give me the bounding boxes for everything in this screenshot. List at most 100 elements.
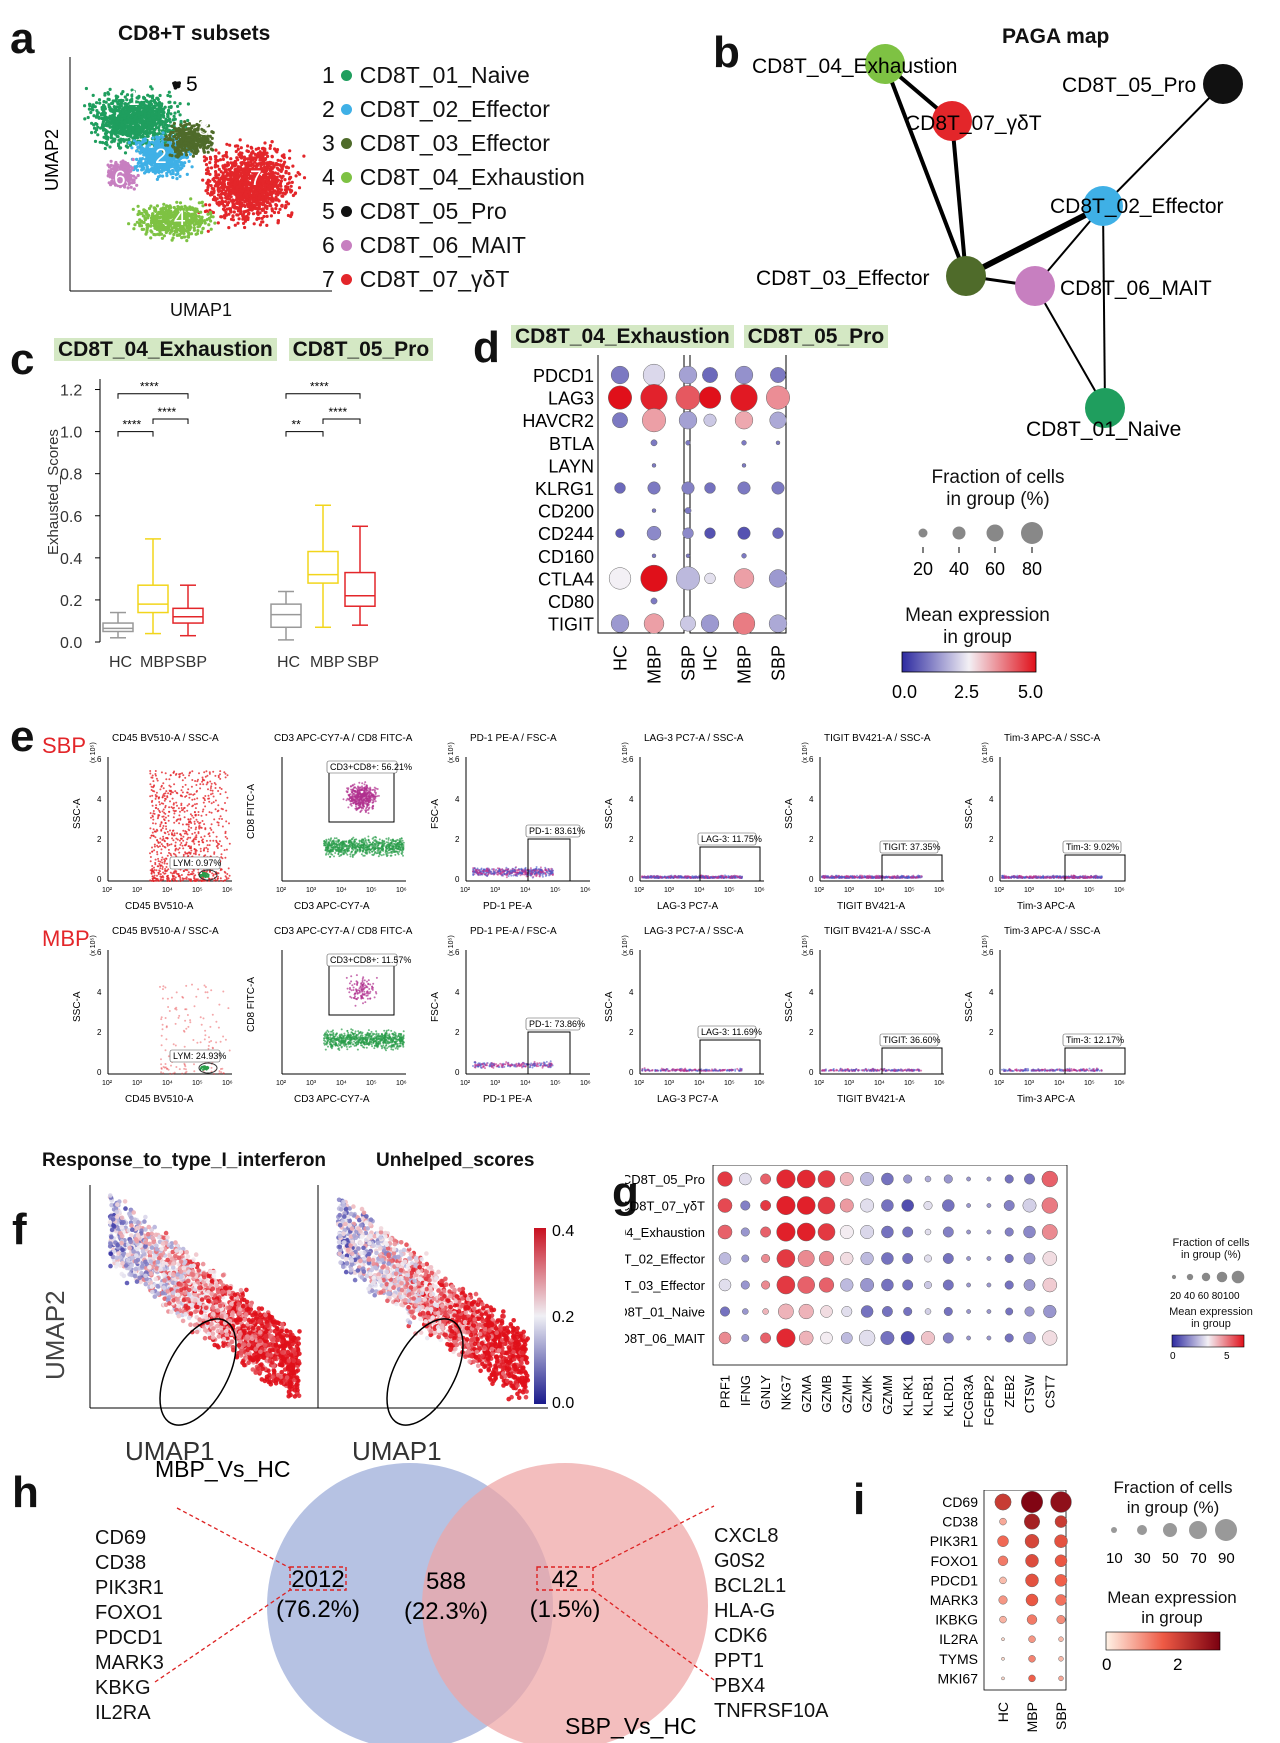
panel-g-dot-5-10 (924, 1308, 932, 1315)
flow-gate-0-1: CD3+CD8+: 56.21% (330, 762, 412, 772)
panel-i-size-dot-3 (1189, 1521, 1207, 1539)
panel-d-dot-0-3 (702, 367, 718, 383)
panel-a-cluster-labels: 1 2 3 4 5 6 7 (114, 73, 262, 230)
flow-gate-1-4: TIGIT: 36.60% (883, 1035, 941, 1045)
panel-g-dot-3-9 (902, 1253, 914, 1264)
flow-xtick-1-2-1: 10³ (490, 1080, 501, 1087)
panel-f-umap-1 (335, 1197, 531, 1402)
panel-f-title-2: Unhelped_scores (376, 1150, 535, 1171)
panel-g-dot-4-3 (776, 1275, 796, 1295)
panel-g-dot-5-1 (742, 1308, 749, 1315)
panel-g-dot-4-15 (1023, 1279, 1036, 1291)
panel-d-dot-0-0 (610, 365, 630, 385)
panel-g-row-label-1: CD8T_07_γδT (625, 1199, 705, 1214)
panel-i-dot-4-0 (999, 1576, 1007, 1585)
box-1-2 (344, 525, 376, 626)
panel-g-col-label-15: CTSW (1022, 1374, 1037, 1413)
panel-g-row-label-5: CD8T_01_Naive (625, 1305, 705, 1320)
legend-a-name: CD8T_05_Pro (359, 198, 507, 224)
panel-g-dot-6-14 (1004, 1333, 1014, 1343)
paga-label-n01: CD8T_01_Naive (1026, 418, 1181, 441)
sig-bracket-1-2 (322, 418, 361, 424)
flow-xtick-1-5-4: 10⁶ (1114, 1080, 1125, 1087)
flow-plot-1-4: TIGIT BV421-A / SSC-A 0 2 4 6 10² 10³ 10⁴ 10⁵ 10⁶… (784, 926, 945, 1105)
panel-g-dot-0-10 (924, 1175, 932, 1183)
flow-ylabel-0-0: SSC-A (72, 798, 83, 829)
panel-i-color-legend-title: Mean expression in group (1097, 1588, 1247, 1628)
flow-title-0-0: CD45 BV510-A / SSC-A (112, 733, 219, 744)
flow-xtick-1-1-0: 10² (276, 1080, 287, 1087)
panel-d-dot-3-1 (650, 439, 658, 447)
panel-g-col-label-16: CST7 (1042, 1375, 1057, 1408)
panel-d-dot-11-3 (700, 614, 720, 633)
panel-letter-h: h (12, 1468, 39, 1517)
legend-a-dot (340, 172, 352, 184)
panel-e-row-label-0: SBP (42, 733, 87, 758)
flow-gate-1-0: LYM: 24.93% (173, 1051, 226, 1061)
panel-g-dot-6-10 (921, 1331, 935, 1345)
sig-label-0-1: **** (140, 380, 159, 394)
panel-g-dot-5-6 (841, 1306, 853, 1317)
flow-title-1-5: Tim-3 APC-A / SSC-A (1004, 926, 1101, 937)
panel-g-dot-6-4 (798, 1330, 814, 1346)
venn-left-gene-5: MARK3 (95, 1652, 164, 1674)
legend-a-name: CD8T_01_Naive (359, 62, 530, 88)
flow-xtick-0-3-4: 10⁶ (754, 887, 765, 894)
panel-d-dot-7-1 (646, 525, 662, 541)
flow-xtick-0-0-3: 10⁵ (192, 887, 203, 894)
flow-gate-shape-0-0 (198, 869, 218, 881)
venn-right-gene-1: G0S2 (714, 1550, 766, 1572)
panel-i-ctick-1: 2 (1173, 1655, 1182, 1674)
flow-ytick-0-4-2: 4 (809, 795, 814, 804)
legend-a-num: 5 (322, 198, 335, 224)
legend-a-row-7: 7 CD8T_07_γδT (322, 266, 509, 293)
panel-letter-i: i (853, 1475, 866, 1524)
flow-ytick-0-0-3: 6 (97, 755, 102, 764)
panel-g-col-label-2: GNLY (758, 1375, 773, 1410)
panel-g-dot-6-12 (966, 1335, 971, 1341)
panel-c-xlabel-0-1: MBP (140, 654, 175, 671)
umap-a-label-5: 5 (186, 73, 198, 96)
flow-gate-1-5: Tim-3: 12.17% (1066, 1035, 1124, 1045)
umap-a-label-3: 3 (198, 117, 210, 140)
paga-label-n03: CD8T_03_Effector (756, 267, 930, 290)
flow-gate-shape-0-3 (699, 846, 761, 882)
flow-xtick-0-3-0: 10² (634, 887, 645, 894)
panel-g-dot-1-13 (986, 1203, 992, 1208)
panel-d-title-2: CD8T_05_Pro (743, 325, 889, 348)
legend-a-dot (340, 274, 352, 286)
panel-d-dot-7-5 (772, 527, 784, 539)
panel-d-dot-7-3 (704, 527, 716, 539)
panel-d-dot-2-4 (734, 411, 754, 430)
panel-g-col-label-13: FGFBP2 (981, 1375, 996, 1426)
panel-d-dot-9-0 (608, 567, 632, 590)
panel-i-row-label-8: TYMS (939, 1651, 978, 1667)
flow-ytick-0-4-1: 2 (809, 835, 814, 844)
flow-xtick-1-3-4: 10⁶ (754, 1080, 765, 1087)
panel-d-dot-2-1 (642, 408, 666, 433)
panel-i-row-label-0: CD69 (942, 1494, 978, 1510)
panel-d-dot-7-2 (682, 527, 694, 539)
panel-i-color-legend: 0 2 (1102, 1631, 1221, 1674)
panel-i-size-tick-4: 90 (1218, 1550, 1235, 1567)
panel-g-dot-3-13 (986, 1256, 992, 1261)
panel-d-dot-8-1 (651, 553, 657, 559)
panel-d-colorbar (901, 651, 1037, 673)
venn-left-label: MBP_Vs_HC (155, 1456, 290, 1482)
legend-a-row-2: 2 CD8T_02_Effector (322, 96, 550, 123)
panel-g-frame (712, 1165, 1068, 1366)
flow-xtick-0-4-4: 10⁶ (934, 887, 945, 894)
panel-i-dot-1-2 (1054, 1515, 1068, 1528)
panel-d-dot-4-4 (741, 463, 747, 468)
panel-g-dot-1-6 (839, 1198, 854, 1213)
flow-xlabel-0-2: PD-1 PE-A (483, 901, 532, 912)
flow-xtick-1-3-3: 10⁵ (724, 1080, 735, 1087)
box-0-1 (137, 538, 169, 635)
flow-ytick-1-3-0: 0 (629, 1068, 634, 1077)
panel-g-row-label-3: CD8T_02_Effector (625, 1252, 706, 1267)
panel-g-dot-3-6 (840, 1251, 854, 1266)
panel-g-dot-4-12 (966, 1282, 971, 1288)
umap-a-cluster-5 (197, 138, 307, 233)
flow-gate-1-2: PD-1: 73.86% (529, 1019, 585, 1029)
